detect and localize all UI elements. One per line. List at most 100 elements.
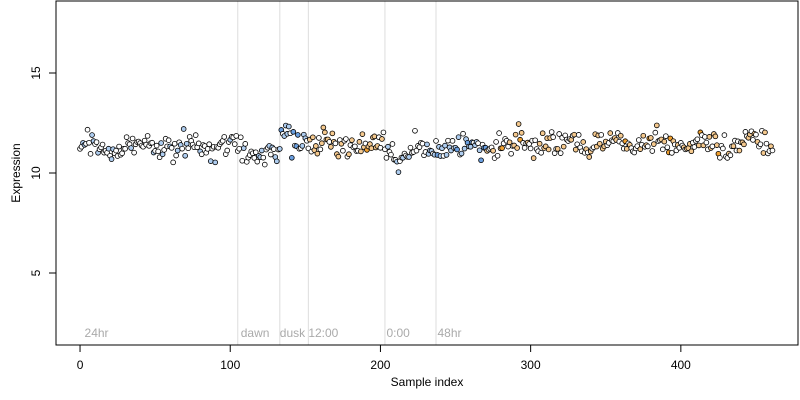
segment-annotations: 24hr dawn dusk 12:00 0:00 48hr [85,326,462,340]
data-point [691,144,698,150]
data-point [346,151,352,158]
data-point [99,141,106,148]
data-point [730,143,737,149]
data-point [261,161,268,168]
segment-annotation: dusk [280,326,306,340]
data-point [647,135,654,141]
data-point [320,124,327,131]
data-point [669,150,675,156]
data-point [750,137,756,143]
data-point [757,141,764,148]
segment-annotation: dawn [241,326,270,340]
data-point [412,128,418,134]
data-point [105,145,112,152]
y-axis: 5 10 15 [29,66,57,276]
data-point [180,126,187,132]
data-point [260,154,267,161]
data-point [442,142,448,149]
data-point [349,137,355,143]
data-point [514,145,520,151]
data-point [343,136,349,142]
data-point [762,129,768,136]
data-point [607,130,614,136]
data-point [709,143,716,150]
plot-frame [55,0,799,346]
data-point [712,133,719,140]
data-point [173,152,179,159]
data-point [380,129,387,136]
data-point [760,150,767,156]
data-point [741,141,747,148]
data-point [185,145,191,152]
data-point [358,148,364,155]
x-tick-label: 400 [671,358,691,372]
data-point [572,146,579,153]
data-point [231,141,238,147]
data-point [258,147,265,154]
data-point [649,148,656,154]
data-point [251,155,258,161]
data-point [170,159,176,166]
data-point [233,133,240,139]
data-point [371,133,378,140]
data-point [129,135,136,142]
data-point [316,135,322,141]
data-point [664,144,671,151]
data-point [89,132,95,138]
segment-annotation: 48hr [438,326,462,340]
data-point [86,139,92,146]
data-point [688,148,695,155]
data-point [206,141,213,147]
data-point [144,133,151,139]
data-point [122,145,128,152]
data-point [596,140,603,147]
data-point [586,154,593,160]
data-point [539,130,546,137]
x-tick-label: 0 [77,358,84,372]
y-axis-title: Expression [9,143,23,202]
data-point [332,140,339,147]
data-point [379,136,385,142]
data-point [478,157,484,164]
data-point [171,140,178,147]
data-point [518,130,525,136]
data-point [407,144,414,151]
data-point [310,134,316,141]
data-point [660,146,666,153]
data-point [406,154,412,160]
x-tick-label: 100 [220,358,240,372]
data-point [717,155,723,161]
data-point [192,132,199,138]
data-point [753,131,759,138]
data-point [727,152,734,159]
y-tick-label: 15 [29,66,43,80]
data-point [388,151,394,158]
data-point [571,131,577,138]
segment-dividers [237,1,437,345]
data-point [545,146,552,153]
data-point [335,153,342,160]
data-point [654,122,660,129]
data-point [168,145,175,151]
data-point [273,158,280,165]
data-point [319,140,325,147]
data-point [317,146,324,153]
data-point [314,150,321,157]
data-point [389,141,396,147]
data-point [377,144,384,151]
data-point [161,147,167,153]
data-point [460,130,466,137]
data-point [538,150,544,156]
data-point [153,142,160,149]
data-point [322,129,328,136]
data-point [368,145,375,151]
data-point [113,147,119,154]
data-point [123,134,130,140]
segment-annotation: 12:00 [308,326,338,340]
data-point [493,139,499,145]
data-point [237,134,244,141]
data-point [131,149,137,156]
data-point [340,147,346,154]
data-point [475,140,481,147]
data-point [476,147,483,154]
